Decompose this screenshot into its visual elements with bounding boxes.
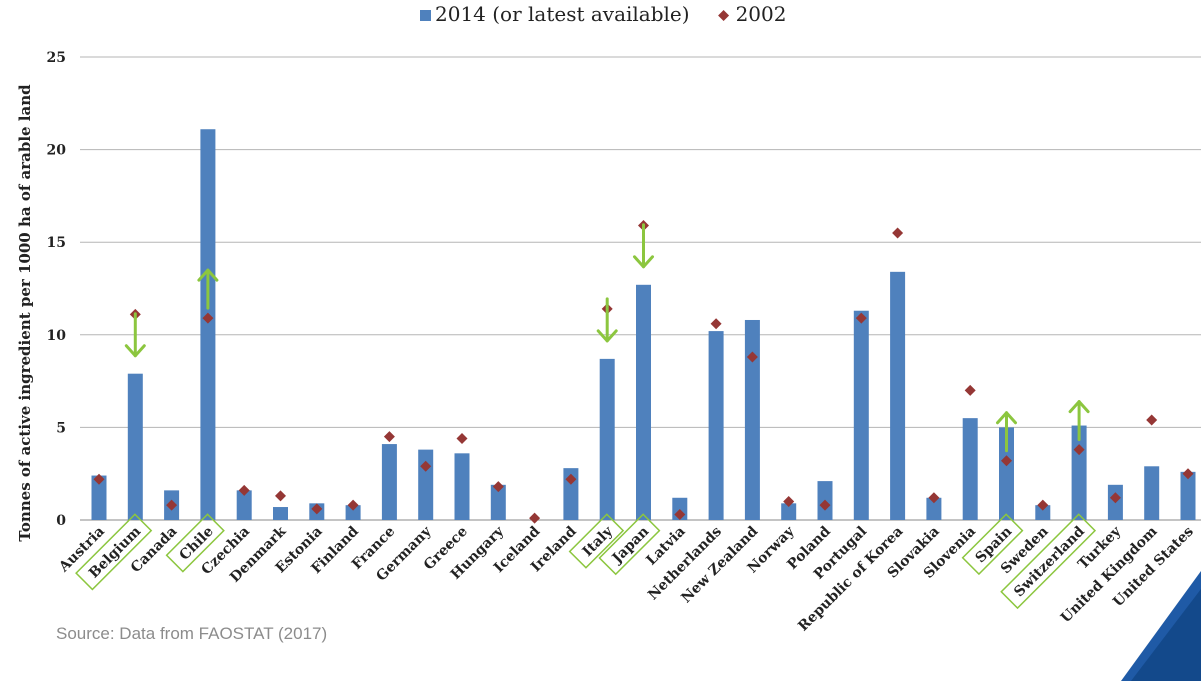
legend: 2014 (or latest available) 2002 xyxy=(420,2,786,26)
legend-label-2002: 2002 xyxy=(736,2,787,26)
arrow-down-italy xyxy=(596,297,618,343)
bar-slovakia xyxy=(926,497,942,520)
marker-united-states xyxy=(1182,468,1194,480)
arrow-down-belgium xyxy=(124,312,146,358)
y-tick-label-25: 25 xyxy=(47,50,66,66)
marker-france xyxy=(383,431,395,443)
arrow-down-italy-head xyxy=(596,329,618,343)
arrow-down-japan-head xyxy=(633,255,654,269)
bar-finland xyxy=(345,505,361,520)
bar-new-zealand xyxy=(744,319,760,520)
marker-turkey xyxy=(1109,492,1121,504)
bar-norway xyxy=(781,503,797,520)
marker-poland xyxy=(819,499,831,511)
marker-netherlands xyxy=(710,318,722,330)
bar-united-kingdom xyxy=(1144,466,1160,520)
source-note: Source: Data from FAOSTAT (2017) xyxy=(56,624,328,643)
legend-swatch-2014 xyxy=(420,10,431,21)
arrow-up-spain-head xyxy=(996,411,1017,425)
bar-portugal xyxy=(853,310,869,520)
highlight-box-switzerland xyxy=(1000,513,1097,610)
marker-new-zealand xyxy=(746,351,758,363)
arrow-up-chile-head xyxy=(197,268,219,282)
marker-latvia xyxy=(674,508,686,520)
y-tick-label-0: 0 xyxy=(56,513,66,529)
bar-republic-of-korea xyxy=(890,271,906,520)
legend-label-2014: 2014 (or latest available) xyxy=(435,2,690,26)
bars-2014 xyxy=(91,129,1196,520)
highlight-box-chile xyxy=(165,513,225,573)
legend-swatch-2002 xyxy=(718,10,730,21)
y-axis: 0 5 10 15 20 25 xyxy=(47,50,67,529)
marker-finland xyxy=(347,499,359,511)
corner-decoration xyxy=(1121,571,1201,681)
marker-switzerland xyxy=(1073,444,1085,456)
marker-spain xyxy=(1001,455,1012,467)
marker-denmark xyxy=(275,490,286,502)
trend-arrows xyxy=(124,223,1090,453)
y-tick-label-15: 15 xyxy=(47,235,66,251)
bar-spain xyxy=(999,427,1014,520)
y-tick-label-5: 5 xyxy=(56,420,66,436)
marker-chile xyxy=(202,312,214,324)
y-axis-label: Tonnes of active ingredient per 1000 ha … xyxy=(16,84,34,542)
x-tick-label-japan: Japan xyxy=(608,524,652,568)
marker-canada xyxy=(166,499,178,511)
bar-slovenia xyxy=(962,418,978,520)
marker-estonia xyxy=(311,503,323,515)
markers-2002 xyxy=(93,220,1194,524)
bar-sweden xyxy=(1035,505,1051,520)
bar-italy xyxy=(599,358,615,520)
marker-slovenia xyxy=(964,384,976,396)
bar-germany xyxy=(418,449,434,520)
bar-netherlands xyxy=(708,331,724,520)
marker-germany xyxy=(420,460,432,472)
marker-austria xyxy=(93,473,105,485)
highlight-box-italy xyxy=(568,513,625,569)
bar-france xyxy=(381,444,397,520)
y-tick-label-20: 20 xyxy=(47,143,67,159)
arrow-up-chile xyxy=(197,268,219,310)
arrow-down-japan xyxy=(633,223,654,269)
arrow-down-belgium-head xyxy=(124,344,146,358)
bar-belgium xyxy=(127,373,143,520)
bar-chile xyxy=(200,129,216,520)
marker-ireland xyxy=(565,473,577,485)
marker-united-kingdom xyxy=(1146,414,1158,426)
marker-sweden xyxy=(1037,499,1049,511)
bar-denmark xyxy=(273,507,288,520)
x-axis-labels: AustriaBelgiumCanadaChileCzechiaDenmarkE… xyxy=(55,513,1197,635)
marker-slovakia xyxy=(928,492,940,504)
bar-greece xyxy=(454,453,470,520)
marker-hungary xyxy=(492,481,504,493)
marker-republic-of-korea xyxy=(892,227,904,239)
bar-hungary xyxy=(490,484,506,520)
arrow-up-spain xyxy=(996,411,1017,453)
bar-japan xyxy=(636,284,651,520)
marker-norway xyxy=(783,495,795,507)
marker-portugal xyxy=(855,312,867,324)
bar-austria xyxy=(91,475,107,520)
bar-czechia xyxy=(236,490,252,520)
highlight-box-belgium xyxy=(75,513,153,591)
bar-ireland xyxy=(563,468,579,520)
highlight-box-japan xyxy=(598,513,661,576)
marker-iceland xyxy=(529,512,541,524)
y-tick-label-10: 10 xyxy=(47,328,67,344)
arrow-up-switzerland xyxy=(1068,400,1090,442)
arrow-up-switzerland-head xyxy=(1068,400,1090,414)
highlight-box-spain xyxy=(961,513,1024,576)
marker-greece xyxy=(456,433,468,445)
bar-united-states xyxy=(1180,471,1196,520)
marker-czechia xyxy=(238,484,250,496)
